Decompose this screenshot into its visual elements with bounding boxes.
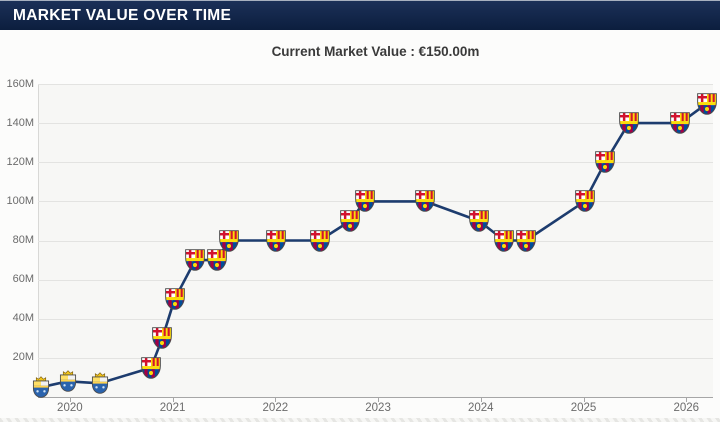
barcelona-crest-icon xyxy=(468,209,489,232)
barcelona-crest-icon xyxy=(696,92,717,115)
barcelona-crest-icon xyxy=(340,209,361,232)
market-value-point-barcelona-crest[interactable] xyxy=(494,229,515,252)
y-axis-label: 80M xyxy=(12,234,34,246)
barcelona-crest-icon xyxy=(219,229,240,252)
widget-title: MARKET VALUE OVER TIME xyxy=(13,7,232,24)
x-axis-tick xyxy=(172,397,174,402)
barcelona-crest-icon xyxy=(618,112,639,135)
y-axis-label: 20M xyxy=(12,351,34,364)
market-value-point-barcelona-crest[interactable] xyxy=(468,209,489,232)
y-axis-label: 120M xyxy=(6,155,34,168)
market-value-point-barcelona-crest[interactable] xyxy=(164,288,185,311)
y-gridline xyxy=(38,240,713,242)
market-value-point-barcelona-crest[interactable] xyxy=(206,249,227,272)
market-value-point-barcelona-crest[interactable] xyxy=(340,209,361,232)
y-gridline xyxy=(38,84,713,85)
x-axis-tick xyxy=(583,397,585,402)
barcelona-crest-icon xyxy=(415,190,436,213)
x-axis-label: 2024 xyxy=(468,402,494,414)
x-axis-tick xyxy=(480,397,482,402)
barcelona-crest-icon xyxy=(152,327,173,350)
market-value-point-barcelona-crest[interactable] xyxy=(618,112,639,135)
x-axis-tick xyxy=(378,397,380,402)
market-value-point-las-palmas-crest[interactable] xyxy=(90,371,109,395)
x-axis-label: 2025 xyxy=(570,402,597,414)
y-gridline xyxy=(38,123,713,125)
y-axis-label: 100M xyxy=(6,194,34,207)
barcelona-crest-icon xyxy=(185,249,206,272)
market-value-point-barcelona-crest[interactable] xyxy=(266,229,287,252)
barcelona-crest-icon xyxy=(141,356,162,379)
barcelona-crest-icon xyxy=(266,229,287,252)
x-axis-line xyxy=(38,397,713,398)
y-axis-label: 60M xyxy=(12,273,34,286)
y-gridline xyxy=(38,279,713,281)
las-palmas-crest-icon xyxy=(32,375,51,399)
next-section-edge xyxy=(0,418,720,422)
las-palmas-crest-icon xyxy=(90,371,109,395)
x-axis-label: 2020 xyxy=(57,402,83,414)
market-value-point-barcelona-crest[interactable] xyxy=(516,229,537,252)
x-axis-label: 2021 xyxy=(159,402,186,414)
market-value-point-las-palmas-crest[interactable] xyxy=(58,369,77,393)
y-gridline xyxy=(38,357,713,359)
barcelona-crest-icon xyxy=(309,229,330,252)
x-axis-tick xyxy=(686,397,688,402)
market-value-point-las-palmas-crest[interactable] xyxy=(32,375,51,399)
widget-header: MARKET VALUE OVER TIME xyxy=(0,0,720,30)
x-axis-tick xyxy=(69,397,71,402)
market-value-point-barcelona-crest[interactable] xyxy=(415,190,436,213)
barcelona-crest-icon xyxy=(164,288,185,311)
x-axis-label: 2023 xyxy=(365,402,391,414)
current-market-value-label: Current Market Value : €150.00m xyxy=(271,44,480,59)
y-axis-label: 160M xyxy=(6,77,34,90)
barcelona-crest-icon xyxy=(354,190,375,213)
barcelona-crest-icon xyxy=(494,229,515,252)
market-value-point-barcelona-crest[interactable] xyxy=(696,92,717,115)
y-gridline xyxy=(38,201,713,203)
market-value-point-barcelona-crest[interactable] xyxy=(219,229,240,252)
barcelona-crest-icon xyxy=(670,112,691,135)
y-axis-label: 140M xyxy=(6,116,34,129)
barcelona-crest-icon xyxy=(206,249,227,272)
x-axis-label: 2022 xyxy=(262,402,289,414)
market-value-point-barcelona-crest[interactable] xyxy=(309,229,330,252)
y-axis-label: 40M xyxy=(12,312,34,325)
market-value-point-barcelona-crest[interactable] xyxy=(354,190,375,213)
y-gridline xyxy=(38,318,713,320)
market-value-point-barcelona-crest[interactable] xyxy=(152,327,173,350)
barcelona-crest-icon xyxy=(516,229,537,252)
x-axis-label: 2026 xyxy=(673,402,700,414)
market-value-point-barcelona-crest[interactable] xyxy=(670,112,691,135)
market-value-point-barcelona-crest[interactable] xyxy=(141,356,162,379)
barcelona-crest-icon xyxy=(595,151,616,174)
x-axis-tick xyxy=(275,397,277,402)
market-value-point-barcelona-crest[interactable] xyxy=(574,190,595,213)
market-value-point-barcelona-crest[interactable] xyxy=(595,151,616,174)
barcelona-crest-icon xyxy=(574,190,595,213)
market-value-point-barcelona-crest[interactable] xyxy=(185,249,206,272)
las-palmas-crest-icon xyxy=(58,369,77,393)
